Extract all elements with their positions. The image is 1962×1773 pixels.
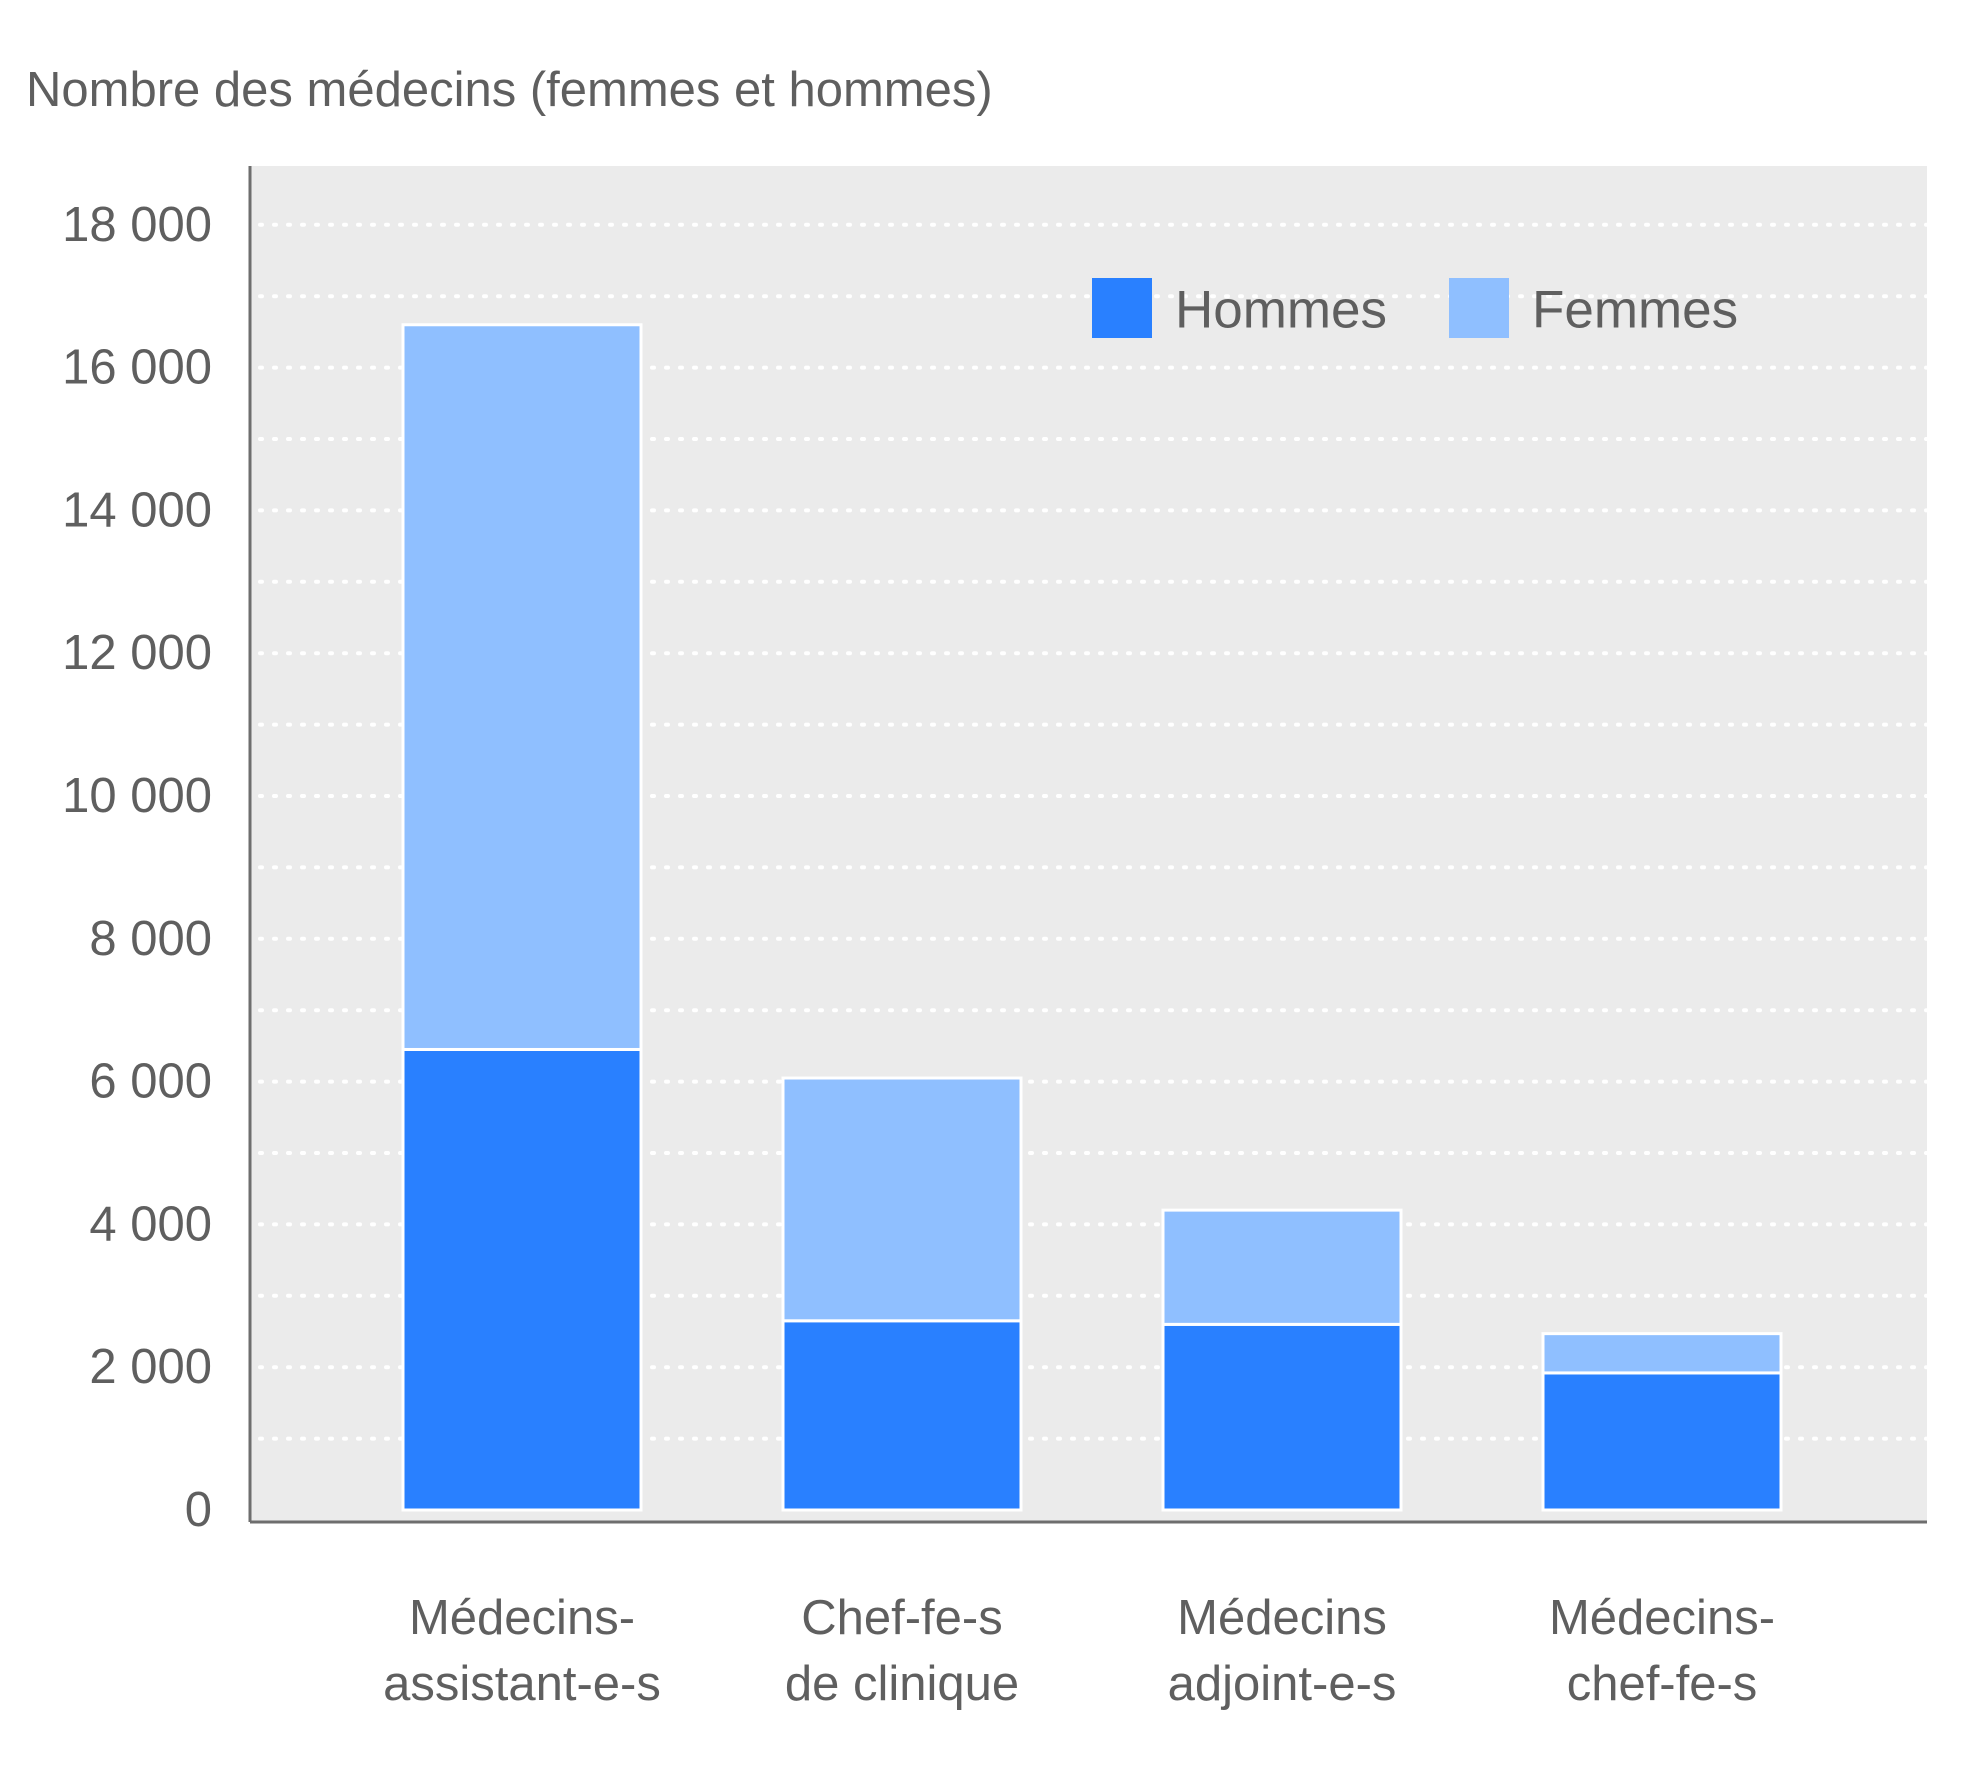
bar-segment-femmes (781, 1076, 1023, 1323)
y-tick-labels: 0 2 000 4 000 6 000 8 000 10 000 12 000 14 000 1… (62, 198, 212, 1537)
legend-label-hommes: Hommes (1175, 281, 1387, 340)
x-category-label: de clinique (785, 1657, 1019, 1711)
y-tick-label: 4 000 (89, 1197, 212, 1251)
x-category-labels: Médecins-assistant-e-s Chef-fe-s de cliniq… (383, 1591, 1775, 1711)
bar-segment-hommes (1541, 1371, 1783, 1512)
x-category-label: adjoint-e-s (1168, 1657, 1397, 1711)
legend-label-femmes: Femmes (1532, 281, 1738, 340)
bar-segment-hommes (781, 1319, 1023, 1512)
x-category-label: chef-fe-s (1567, 1657, 1758, 1711)
x-category-label: Chef-fe-s (801, 1591, 1003, 1645)
legend-swatch-femmes (1449, 278, 1509, 338)
y-tick-label: 14 000 (62, 483, 212, 537)
x-category-label: assistant-e-s (383, 1657, 661, 1711)
bar-segment-femmes (1541, 1332, 1783, 1375)
y-tick-label: 10 000 (62, 769, 212, 823)
y-tick-label: 12 000 (62, 626, 212, 680)
bar-segment-femmes (401, 323, 643, 1051)
bar-segment-hommes (1161, 1322, 1403, 1512)
bar-segment-femmes (1161, 1208, 1403, 1326)
y-tick-label: 18 000 (62, 198, 212, 252)
y-axis-title: Nombre des médecins (femmes et hommes) (26, 63, 993, 117)
x-category-label: Médecins- (1549, 1591, 1775, 1645)
y-tick-label: 6 000 (89, 1055, 212, 1109)
bar-segment-hommes (401, 1047, 643, 1512)
bars (401, 323, 1783, 1512)
y-tick-label: 0 (185, 1483, 212, 1537)
x-category-label: Médecins- (409, 1591, 635, 1645)
legend: Hommes Femmes (1092, 278, 1738, 340)
y-tick-label: 2 000 (89, 1340, 212, 1394)
y-tick-label: 8 000 (89, 912, 212, 966)
x-category-label: Médecins (1177, 1591, 1387, 1645)
legend-swatch-hommes (1092, 278, 1152, 338)
y-tick-label: 16 000 (62, 341, 212, 395)
